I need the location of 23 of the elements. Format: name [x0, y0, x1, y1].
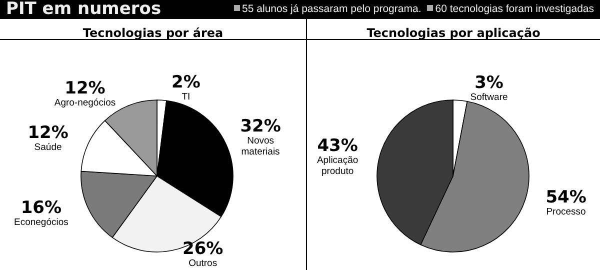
slice-label: Econegócios: [14, 216, 69, 228]
data-label: 26%: [182, 239, 224, 259]
slice-label: Processo: [546, 206, 586, 218]
text: PIT em numeros: [6, 0, 162, 19]
chart-title: Tecnologias por área: [82, 26, 224, 40]
slice-label: Saúde: [34, 142, 62, 154]
slice-label: Aplicação produto: [316, 154, 358, 177]
data-label: 2%: [172, 72, 200, 93]
data-label: 32%: [240, 116, 281, 136]
data-label: 12%: [28, 123, 68, 144]
slice-label: TI: [182, 92, 190, 103]
data-label: 3%: [474, 72, 504, 93]
slice-label: Agro-negócios: [54, 98, 116, 109]
data-label: 12%: [64, 78, 106, 99]
slice-label: Novos materiais: [241, 135, 280, 158]
chart-title: Tecnologias por aplicação: [366, 26, 540, 40]
slice-label: Software: [470, 92, 508, 103]
text: 55 alunos já passaram pelo programa.: [242, 3, 422, 15]
data-label: 54%: [546, 188, 586, 208]
data-label: 16%: [20, 198, 62, 218]
slice-label: Outros: [188, 258, 218, 269]
data-label: 43%: [317, 136, 358, 156]
text: 60 tecnologias foram investigadas: [435, 3, 594, 15]
